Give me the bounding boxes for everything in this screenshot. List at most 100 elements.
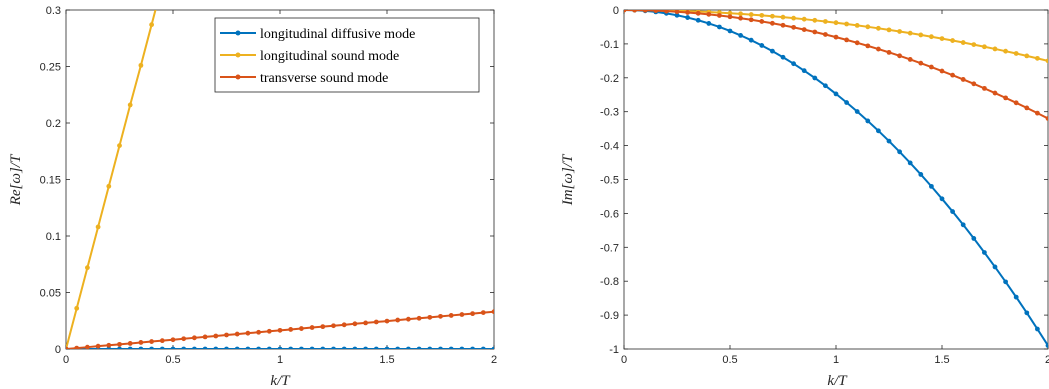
right-y-ticks: 0 -0.1 -0.2 -0.3 -0.4 -0.5 -0.6 -0.7 -0.8 -0.9 -1 bbox=[600, 5, 1048, 356]
data-point bbox=[653, 10, 659, 14]
data-point bbox=[245, 346, 251, 349]
data-point bbox=[106, 183, 112, 189]
data-point bbox=[960, 77, 966, 82]
data-point bbox=[438, 313, 443, 319]
data-point bbox=[727, 10, 733, 16]
data-point bbox=[929, 183, 934, 189]
data-point bbox=[299, 346, 304, 349]
data-point bbox=[448, 346, 454, 349]
data-point bbox=[812, 75, 818, 81]
data-point bbox=[982, 85, 987, 91]
data-point bbox=[256, 329, 261, 335]
data-point bbox=[992, 46, 998, 52]
data-point bbox=[159, 346, 165, 349]
legend-label: longitudinal sound mode bbox=[260, 49, 399, 64]
x-tick-label: 0.5 bbox=[722, 354, 737, 366]
y-tick-label: -1 bbox=[609, 344, 619, 356]
data-point bbox=[406, 346, 411, 349]
data-point bbox=[395, 346, 401, 349]
data-point bbox=[1024, 53, 1030, 59]
data-point bbox=[759, 43, 765, 48]
left-chart-panel: 0 0.05 0.1 0.15 0.2 0.25 0.3 0 0.5 1 1.5 2 k/T Re[… bbox=[8, 5, 497, 389]
data-point bbox=[266, 328, 272, 334]
data-point bbox=[992, 264, 998, 270]
data-point bbox=[352, 321, 358, 327]
data-point bbox=[159, 338, 165, 344]
data-point bbox=[213, 333, 219, 339]
data-point bbox=[181, 336, 187, 342]
data-point bbox=[854, 22, 860, 28]
y-tick-label: 0.15 bbox=[40, 175, 61, 187]
data-point bbox=[106, 342, 112, 348]
data-point bbox=[352, 346, 358, 349]
data-point bbox=[138, 346, 144, 349]
legend-box bbox=[214, 17, 480, 93]
x-tick-label: 2 bbox=[491, 354, 497, 366]
data-point bbox=[738, 11, 743, 17]
data-point bbox=[992, 90, 998, 96]
data-point bbox=[854, 40, 860, 46]
data-point bbox=[74, 305, 80, 311]
data-point bbox=[320, 346, 326, 349]
legend-item-transverse-sound: transverse sound mode bbox=[220, 71, 388, 86]
data-point bbox=[791, 61, 796, 67]
data-point bbox=[406, 316, 411, 322]
data-point bbox=[277, 346, 283, 349]
left-series-group bbox=[66, 10, 494, 349]
y-tick-label: -0.5 bbox=[600, 175, 619, 187]
data-point bbox=[770, 48, 775, 54]
data-point bbox=[1045, 58, 1048, 64]
data-point bbox=[971, 236, 977, 241]
right-x-ticks: 0 0.5 1 1.5 2 bbox=[621, 10, 1049, 366]
data-point bbox=[373, 319, 379, 325]
data-point bbox=[982, 44, 987, 50]
legend-label: longitudinal diffusive mode bbox=[260, 27, 415, 42]
data-point bbox=[213, 346, 219, 349]
data-point bbox=[624, 10, 627, 13]
data-point bbox=[801, 16, 807, 22]
data-point bbox=[982, 250, 987, 255]
data-point bbox=[886, 138, 892, 144]
data-point bbox=[427, 314, 433, 320]
y-tick-label: 0.2 bbox=[46, 118, 61, 130]
data-point bbox=[341, 346, 347, 349]
right-chart-panel: 0-0.1-0.2-0.3-0.4-0.5-0.6-0.7-0.8-0.9-1 … bbox=[560, 5, 1049, 389]
data-point bbox=[149, 346, 154, 349]
data-point bbox=[907, 160, 913, 166]
data-point bbox=[674, 10, 680, 15]
data-point bbox=[459, 312, 465, 317]
data-point bbox=[865, 43, 871, 49]
x-tick-label: 1 bbox=[277, 354, 283, 366]
data-point bbox=[470, 311, 475, 317]
right-series-group bbox=[624, 10, 1048, 349]
data-point bbox=[127, 341, 133, 346]
y-tick-label: -0.8 bbox=[600, 276, 619, 288]
data-point bbox=[748, 17, 754, 23]
data-point bbox=[960, 40, 966, 45]
data-point bbox=[717, 13, 722, 18]
data-point bbox=[491, 309, 494, 315]
data-point bbox=[674, 12, 680, 18]
data-point bbox=[907, 57, 913, 62]
data-point bbox=[939, 196, 945, 202]
data-point bbox=[939, 68, 945, 74]
data-point bbox=[738, 32, 743, 38]
data-point bbox=[1024, 310, 1030, 316]
data-point bbox=[266, 346, 272, 349]
data-point bbox=[780, 22, 786, 28]
data-point bbox=[780, 54, 786, 60]
data-point bbox=[234, 346, 240, 349]
legend-item-longitudinal-sound: longitudinal sound mode bbox=[220, 49, 399, 64]
data-point bbox=[770, 13, 775, 19]
data-point bbox=[664, 10, 669, 14]
y-tick-label: -0.7 bbox=[600, 242, 619, 254]
y-tick-label: -0.1 bbox=[600, 39, 619, 51]
data-point bbox=[181, 346, 187, 349]
data-point bbox=[727, 14, 733, 20]
data-point bbox=[939, 36, 945, 42]
data-point bbox=[876, 25, 881, 31]
data-point bbox=[844, 21, 849, 27]
data-point bbox=[331, 323, 336, 329]
data-point bbox=[823, 83, 828, 89]
data-point bbox=[95, 224, 101, 230]
